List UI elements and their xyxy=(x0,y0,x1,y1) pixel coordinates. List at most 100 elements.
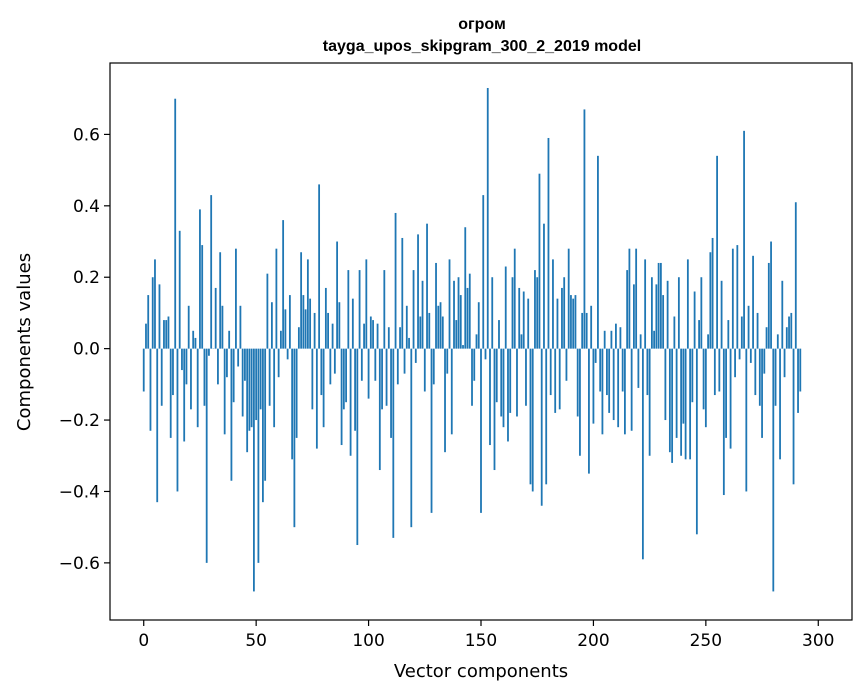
bar xyxy=(235,248,237,349)
bar xyxy=(576,348,579,417)
bar-series xyxy=(142,87,802,592)
bar xyxy=(671,348,674,463)
bar xyxy=(790,312,793,349)
bar xyxy=(160,348,163,406)
bar xyxy=(340,348,343,446)
bar xyxy=(331,323,334,349)
bar xyxy=(176,348,179,492)
bar xyxy=(392,348,395,538)
bar xyxy=(374,348,377,381)
bar xyxy=(354,348,356,431)
bar xyxy=(776,334,779,349)
bar xyxy=(754,348,757,396)
bar xyxy=(698,320,700,349)
bar xyxy=(369,316,372,349)
bar xyxy=(572,298,575,349)
bar xyxy=(244,348,246,381)
bar xyxy=(277,348,280,378)
bar xyxy=(297,327,300,349)
bar xyxy=(181,348,183,371)
bar xyxy=(689,348,692,460)
bar xyxy=(536,277,539,349)
bar xyxy=(783,348,786,378)
bar xyxy=(408,337,410,349)
bar xyxy=(192,330,195,349)
bar xyxy=(151,277,154,349)
bar xyxy=(178,230,181,349)
bar xyxy=(230,348,233,481)
bar xyxy=(304,309,307,349)
chart-subtitle: tayga_upos_skipgram_300_2_2019 model xyxy=(323,38,641,55)
bar xyxy=(518,287,521,349)
bar xyxy=(248,348,251,431)
bar xyxy=(563,277,566,349)
bar xyxy=(365,259,368,349)
bar xyxy=(659,262,662,349)
bar xyxy=(320,348,323,396)
bar xyxy=(257,348,260,563)
bar xyxy=(455,320,458,349)
bar xyxy=(349,348,352,456)
bar xyxy=(432,348,435,385)
bar xyxy=(561,287,563,349)
bar xyxy=(736,245,739,349)
x-tick-label: 0 xyxy=(138,631,149,651)
bar xyxy=(788,316,790,349)
bar xyxy=(250,348,253,428)
bar xyxy=(412,270,415,349)
bar xyxy=(612,348,615,421)
bar xyxy=(529,348,532,485)
bar xyxy=(228,330,231,349)
bar xyxy=(684,348,687,460)
bar xyxy=(500,348,503,417)
bar xyxy=(275,248,278,349)
bar xyxy=(606,348,608,396)
bar xyxy=(149,348,152,431)
bar xyxy=(158,284,161,349)
bar xyxy=(318,184,321,349)
bar xyxy=(217,348,219,385)
bar xyxy=(322,348,325,428)
bar xyxy=(226,348,228,378)
bar xyxy=(767,262,770,349)
bar xyxy=(673,316,676,349)
bar xyxy=(462,345,464,349)
bar xyxy=(639,334,642,349)
bar xyxy=(221,305,224,349)
bar xyxy=(338,302,341,349)
bar xyxy=(417,234,419,349)
bar xyxy=(707,334,709,349)
bar xyxy=(785,327,788,349)
bar xyxy=(633,284,635,349)
x-tick-label: 150 xyxy=(465,631,497,651)
bar xyxy=(558,348,561,410)
bar xyxy=(430,348,433,513)
bar xyxy=(653,330,656,349)
bar xyxy=(405,305,408,349)
bar xyxy=(543,223,545,349)
bar xyxy=(423,348,426,392)
bar xyxy=(453,280,455,349)
bar xyxy=(556,298,559,349)
bar xyxy=(540,348,543,506)
bar xyxy=(702,348,705,410)
bar xyxy=(401,237,404,349)
bar xyxy=(169,348,172,438)
bar xyxy=(693,291,696,349)
bar xyxy=(446,348,449,374)
x-tick-label: 200 xyxy=(577,631,609,651)
bar xyxy=(662,295,665,349)
bar xyxy=(779,348,781,460)
bar xyxy=(581,312,584,349)
bar xyxy=(547,137,550,349)
x-tick-label: 100 xyxy=(352,631,384,651)
y-tick-label: −0.6 xyxy=(59,554,100,574)
bar xyxy=(511,277,514,349)
bar xyxy=(163,320,165,349)
bar xyxy=(394,212,397,349)
bar xyxy=(695,348,698,535)
bar xyxy=(794,202,797,349)
bar xyxy=(142,348,145,392)
bar xyxy=(351,298,354,349)
bar xyxy=(747,305,750,349)
